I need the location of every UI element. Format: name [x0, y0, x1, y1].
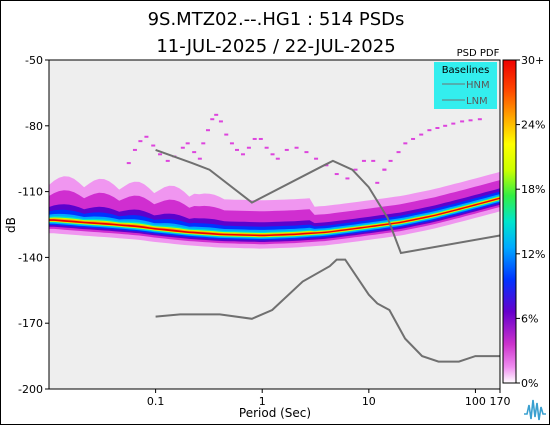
legend-background [434, 62, 497, 109]
psd-outlier-point [138, 140, 143, 143]
psd-outlier-point [460, 120, 465, 123]
psd-outlier-point [197, 157, 202, 160]
psd-outlier-point [353, 168, 358, 171]
chart-title: 9S.MTZ02.--.HG1 : 514 PSDs [148, 9, 405, 30]
x-tick-label: 170 [490, 395, 511, 408]
x-tick-label: 100 [465, 395, 486, 408]
psd-outlier-point [185, 142, 190, 145]
psd-density-band [49, 196, 500, 238]
psd-outlier-point [334, 173, 339, 176]
psd-outlier-point [324, 164, 329, 167]
psd-outlier-point [294, 146, 299, 149]
psd-outlier-point [252, 137, 257, 140]
x-axis-label: Period (Sec) [239, 406, 311, 420]
psd-outlier-point [443, 124, 448, 127]
psd-outlier-point [165, 159, 170, 162]
psd-outlier-point [275, 157, 280, 160]
baselines-legend: Baselines HNM LNM [434, 62, 497, 109]
colorbar-ticks: 30+ 24% 18% 12% 6% 0% [516, 54, 545, 390]
psd-outlier-point [246, 146, 251, 149]
psd-outlier-point [477, 118, 482, 121]
legend-item-lnm: LNM [466, 96, 488, 107]
psd-outlier-point [396, 151, 401, 154]
psd-outlier-point [264, 146, 269, 149]
psd-outlier-point [180, 146, 185, 149]
psd-outlier-point [403, 142, 408, 145]
psd-outlier-point [210, 118, 215, 121]
plot-border [48, 59, 501, 390]
psd-outlier-point [345, 177, 350, 180]
colorbar-tick-label: 18% [521, 183, 545, 196]
psd-outlier-point [411, 137, 416, 140]
psd-outlier-point [205, 129, 210, 132]
baseline-layer [155, 148, 500, 363]
psd-outlier-point [218, 120, 223, 123]
psd-outlier-point [468, 119, 473, 122]
psd-outlier-point [451, 122, 456, 125]
y-axis-label: dB [4, 217, 18, 233]
psd-outlier-point [371, 159, 376, 162]
psd-outlier-point [284, 148, 289, 151]
chart-subtitle: 11-JUL-2025 / 22-JUL-2025 [156, 36, 395, 57]
psd-outlier-point [132, 148, 137, 151]
y-tick-label: -50 [25, 54, 43, 67]
y-tick-label: -200 [18, 383, 43, 396]
psd-outlier-point [419, 133, 424, 136]
colorbar [502, 59, 517, 384]
baseline-lnm [155, 258, 500, 363]
psd-outlier-point [126, 162, 131, 165]
colorbar-tick-label: 12% [521, 248, 545, 261]
legend-title: Baselines [442, 65, 490, 76]
y-tick-label: -80 [25, 120, 43, 133]
psd-outlier-point [382, 168, 387, 171]
psd-outlier-point [388, 159, 393, 162]
psd-outlier-point [234, 148, 239, 151]
y-axis: -50 -80 -110 -140 -170 -200 [18, 54, 49, 396]
colorbar-tick-label: 0% [521, 377, 538, 390]
x-tick-label: 10 [362, 395, 376, 408]
psd-outlier-point [151, 144, 156, 147]
psd-outlier-point [258, 137, 263, 140]
psd-outlier-point [192, 151, 197, 154]
psd-outlier-point [144, 135, 149, 138]
psd-outlier-point [361, 159, 366, 162]
psd-outlier-point [201, 142, 206, 145]
psd-outlier-point [427, 129, 432, 132]
legend-item-hnm: HNM [466, 80, 490, 91]
psd-outlier-point [314, 157, 319, 160]
psd-outlier-point [229, 142, 234, 145]
x-tick-label: 1 [259, 395, 266, 408]
waveform-logo-icon [522, 395, 548, 423]
x-tick-label: 0.1 [147, 395, 165, 408]
psd-outlier-point [270, 153, 275, 156]
psd-outlier-point [435, 126, 440, 129]
colorbar-tick-label: 6% [521, 312, 538, 325]
x-axis: 0.1 1 10 100 170 [147, 389, 511, 408]
colorbar-title: PSD PDF [457, 48, 500, 59]
y-tick-label: -170 [18, 317, 43, 330]
psd-outlier-point [214, 113, 219, 116]
psd-density-layer [49, 113, 500, 249]
psd-outlier-point [375, 181, 380, 184]
psd-outlier-point [304, 151, 309, 154]
psd-outlier-point [158, 153, 163, 156]
baseline-hnm [155, 148, 500, 255]
psd-outlier-point [240, 153, 245, 156]
colorbar-tick-label: 30+ [521, 54, 544, 67]
y-tick-label: -140 [18, 251, 43, 264]
y-tick-label: -110 [18, 186, 43, 199]
colorbar-tick-label: 24% [521, 119, 545, 132]
psd-outlier-point [224, 133, 229, 136]
